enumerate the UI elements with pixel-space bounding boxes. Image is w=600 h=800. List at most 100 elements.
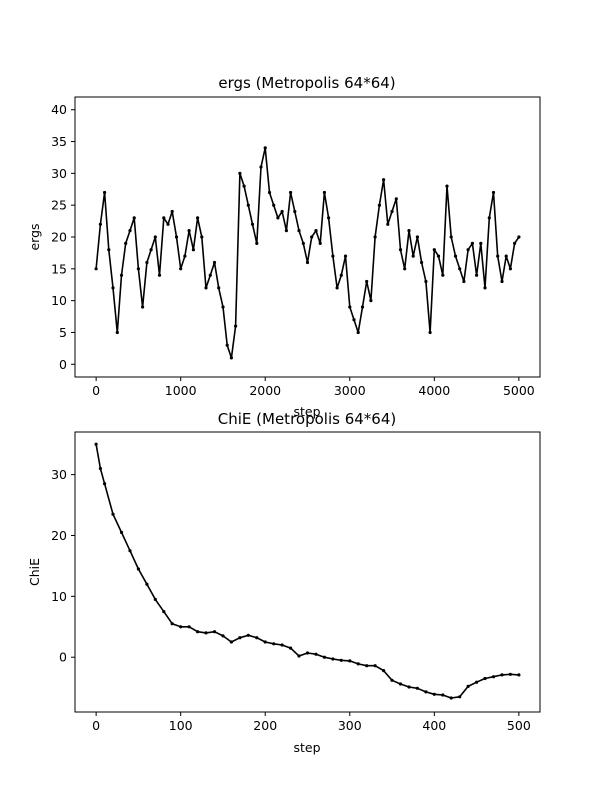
data-point [491, 675, 496, 679]
x-tick-label: 400 [422, 718, 446, 733]
data-point [331, 254, 335, 258]
data-point [284, 229, 288, 233]
data-point [508, 267, 512, 271]
data-point [365, 664, 369, 668]
y-tick-label: 20 [51, 528, 67, 543]
data-point [259, 165, 263, 169]
y-tick-label: 0 [59, 650, 67, 665]
data-point [458, 267, 462, 271]
data-point [119, 273, 124, 277]
x-tick-label: 5000 [503, 383, 535, 398]
data-point [403, 267, 407, 271]
data-point [217, 286, 221, 290]
data-point [196, 216, 200, 220]
data-point [491, 190, 496, 195]
y-tick-label: 0 [59, 357, 67, 372]
data-point [352, 318, 356, 322]
x-axis-label: step [293, 404, 320, 419]
y-axis-label: ChiE [27, 558, 42, 586]
data-point [462, 279, 466, 284]
y-tick-label: 10 [51, 589, 67, 604]
data-point [234, 324, 238, 328]
x-tick-label: 200 [253, 718, 277, 733]
data-point [407, 229, 411, 233]
data-point [335, 286, 339, 290]
data-point [255, 636, 259, 640]
data-point [348, 305, 352, 309]
data-point [107, 248, 111, 252]
series-line [95, 444, 519, 699]
y-axis-label: ergs [27, 223, 42, 250]
data-point [119, 530, 124, 535]
data-point [310, 235, 314, 239]
data-point [314, 229, 318, 233]
data-point [183, 254, 187, 258]
data-point [483, 286, 487, 290]
data-point [331, 657, 335, 661]
data-point [415, 686, 419, 690]
tick-group: 0 100 200 300 400 500 0 10 20 30 [51, 467, 531, 733]
tick-group: 0 1000 2000 3000 4000 5000 0 5 10 15 20 25 30 35 40 [51, 102, 535, 398]
data-point [170, 209, 174, 214]
data-point [280, 643, 284, 647]
data-point [445, 184, 449, 188]
x-tick-label: 0 [92, 718, 100, 733]
data-point [318, 241, 322, 245]
data-point [513, 241, 517, 245]
data-point [314, 652, 318, 656]
data-point [305, 651, 310, 655]
x-tick-label: 500 [507, 718, 531, 733]
data-point [204, 286, 208, 290]
y-tick-label: 20 [51, 230, 67, 245]
data-point [128, 549, 132, 553]
data-point [196, 630, 200, 634]
data-point [250, 222, 255, 226]
data-point [475, 680, 479, 684]
data-point [246, 633, 250, 637]
data-point [111, 512, 115, 516]
data-point [382, 669, 386, 673]
x-tick-label: 300 [338, 718, 362, 733]
data-point [411, 254, 415, 258]
data-point [200, 235, 204, 239]
data-point [145, 260, 149, 265]
data-point [153, 235, 157, 239]
y-tick-label: 30 [51, 467, 67, 482]
data-point [212, 260, 217, 265]
y-tick-label: 35 [51, 134, 67, 149]
axes-frame [74, 431, 541, 713]
data-point [267, 190, 272, 195]
x-tick-label: 1000 [165, 383, 197, 398]
data-point [242, 184, 246, 188]
plot-area [94, 146, 521, 360]
data-point [162, 216, 166, 220]
data-point [289, 190, 293, 195]
data-point [166, 222, 170, 226]
data-point [280, 209, 284, 214]
data-point [128, 229, 132, 233]
y-tick-label: 30 [51, 166, 67, 181]
data-point [238, 171, 242, 175]
data-point [297, 229, 301, 233]
data-point [94, 442, 98, 446]
x-tick-label: 4000 [418, 383, 450, 398]
chart-title: ergs (Metropolis 64*64) [218, 74, 395, 92]
data-point [98, 222, 102, 226]
data-point [246, 203, 250, 207]
y-tick-label: 25 [51, 198, 67, 213]
data-point [221, 305, 225, 309]
data-point [369, 299, 373, 303]
y-tick-label: 15 [51, 261, 67, 276]
y-tick-label: 40 [51, 102, 67, 117]
data-point [386, 222, 390, 226]
data-point [466, 684, 470, 689]
plot-area [94, 442, 521, 700]
data-point [339, 273, 343, 277]
data-point [98, 466, 102, 471]
data-point [132, 216, 136, 220]
chie-chart: ChiE (Metropolis 64*64) 0 100 200 300 400 500… [27, 410, 541, 755]
data-point [449, 696, 453, 700]
data-point [238, 636, 242, 640]
data-point [339, 658, 343, 662]
data-point [221, 634, 225, 638]
